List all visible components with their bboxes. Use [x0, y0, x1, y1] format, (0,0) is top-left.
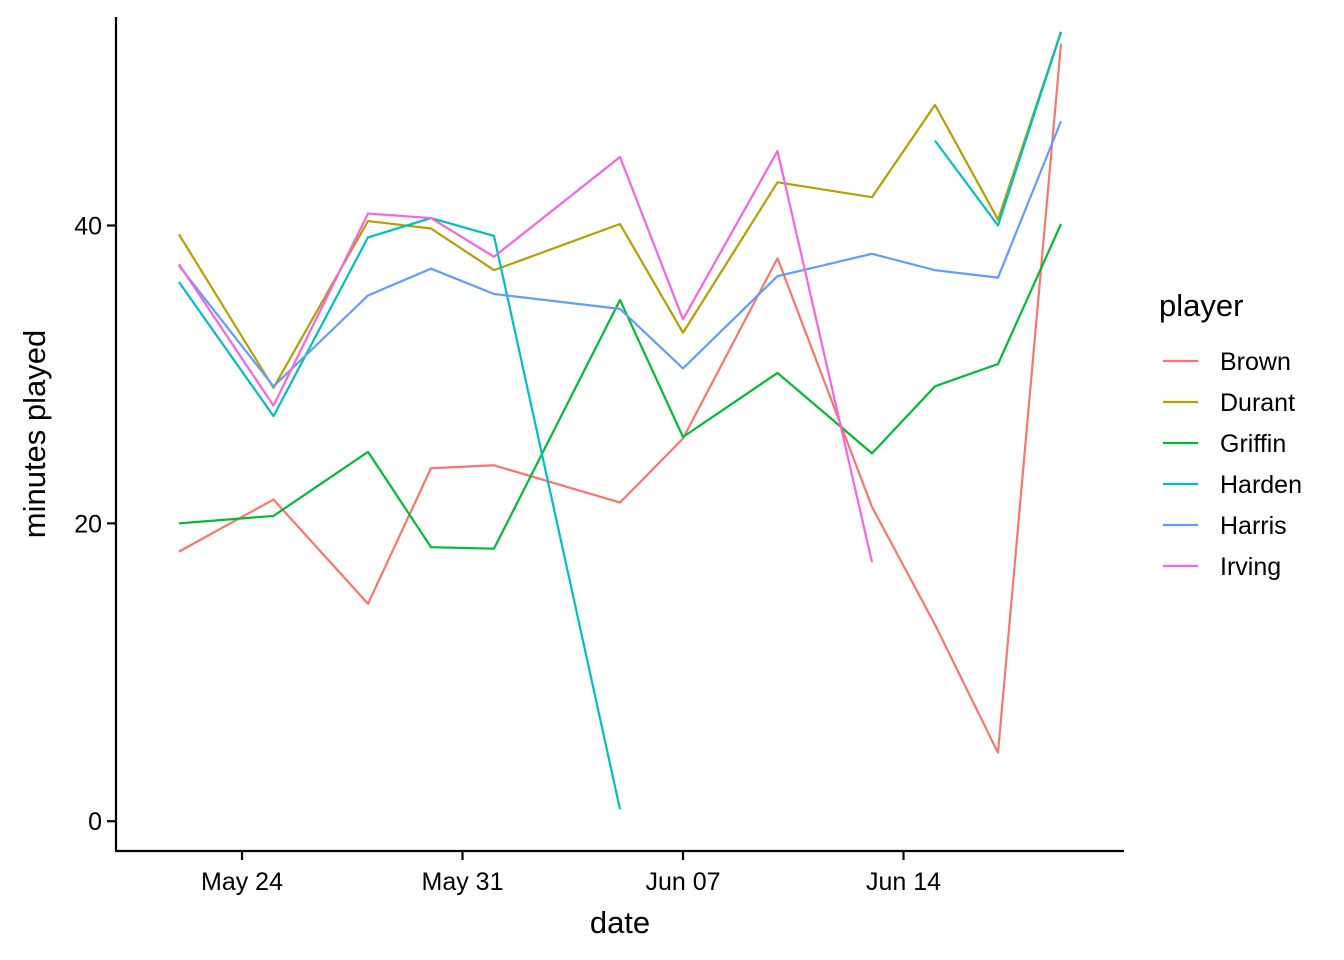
y-axis-ticks: 0 20 40 [74, 213, 116, 836]
legend-label-irving: Irving [1220, 553, 1281, 581]
series-line-irving-6 [178, 149, 874, 563]
legend-title: player [1159, 288, 1243, 323]
x-axis-title: date [590, 905, 650, 940]
series-line-griffin-2 [178, 223, 1063, 550]
legend-label-harden: Harden [1220, 471, 1302, 499]
legend-items: Brown Durant Griffin Harden Harris Irving [1163, 348, 1302, 581]
x-tick-label: May 31 [422, 868, 504, 896]
series-line-harris-5 [178, 120, 1063, 388]
y-axis-title: minutes played [17, 330, 52, 539]
legend: player Brown Durant Griffin Harden Harris Irv… [1159, 288, 1302, 581]
series-line-brown-0 [178, 43, 1063, 754]
series-line-harden-4 [934, 31, 1063, 227]
y-tick-label: 20 [74, 510, 102, 538]
legend-label-griffin: Griffin [1220, 430, 1286, 458]
legend-label-harris: Harris [1220, 512, 1287, 540]
x-axis-ticks: May 24 May 31 Jun 07 Jun 14 [201, 851, 941, 896]
y-tick-label: 0 [88, 808, 102, 836]
x-tick-label: May 24 [201, 868, 283, 896]
series-line-durant-1 [178, 31, 1063, 389]
legend-label-durant: Durant [1220, 389, 1295, 417]
x-tick-label: Jun 07 [645, 868, 720, 896]
y-tick-label: 40 [74, 213, 102, 241]
legend-label-brown: Brown [1220, 348, 1291, 376]
x-tick-label: Jun 14 [866, 868, 941, 896]
series-layer [178, 31, 1063, 810]
series-line-harden-3 [178, 216, 622, 810]
